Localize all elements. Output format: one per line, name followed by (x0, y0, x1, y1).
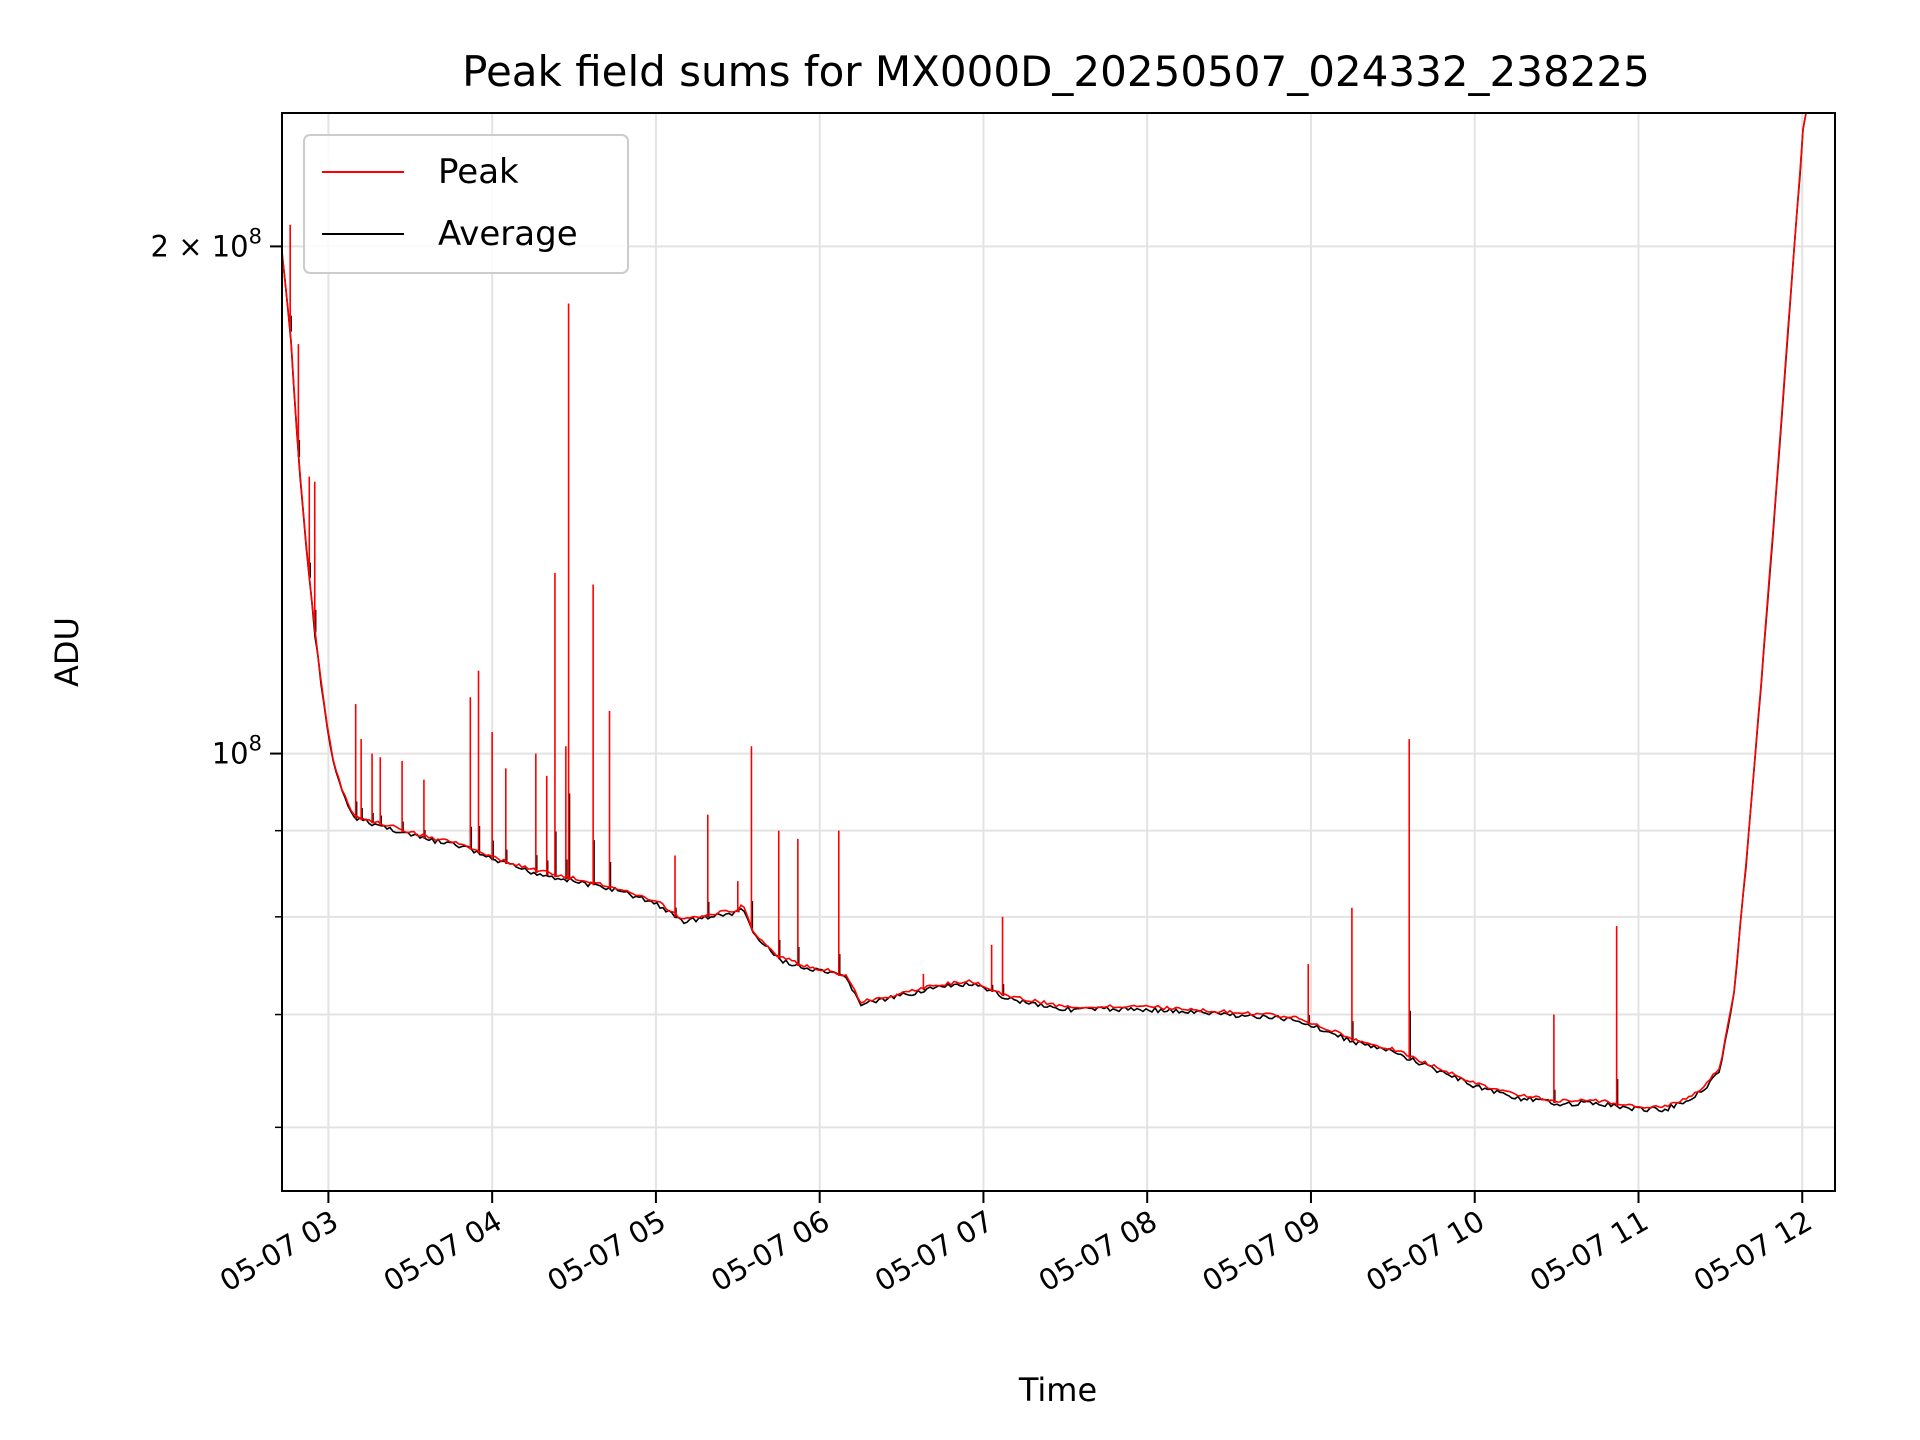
legend-peak-label: Peak (438, 152, 519, 192)
legend-average-label: Average (438, 214, 578, 254)
legend: Peak Average (303, 134, 629, 274)
plot-frame (281, 112, 1836, 1192)
y-tick-label: 2 × 108 (151, 224, 262, 263)
y-axis-title: ADU (48, 617, 86, 687)
peak-line (281, 112, 1833, 1109)
y-axis: 108 2 × 108 (151, 224, 282, 1129)
series-average (281, 112, 1833, 1113)
x-axis-title: Time (1018, 1371, 1097, 1409)
legend-box (303, 134, 629, 274)
y-tick-label: 108 (212, 732, 262, 771)
average-line (281, 112, 1833, 1113)
grid (282, 113, 1835, 1191)
chart-title: Peak field sums for MX000D_20250507_0243… (462, 47, 1650, 96)
series-peak (281, 112, 1833, 1109)
